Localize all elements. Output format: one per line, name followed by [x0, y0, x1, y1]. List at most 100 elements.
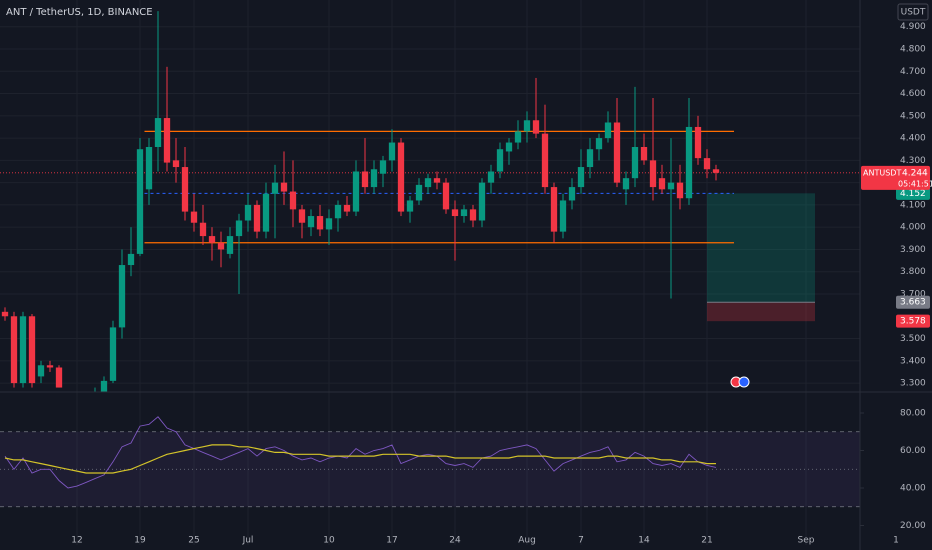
- candle-body: [523, 120, 531, 132]
- candle-body: [667, 182, 675, 190]
- x-tick-label: 25: [188, 536, 199, 546]
- x-tick-label: 12: [71, 536, 82, 546]
- x-tick-label: Jul: [242, 536, 254, 546]
- candle-body: [577, 167, 585, 188]
- candle-body: [451, 209, 459, 217]
- candle-body: [127, 253, 135, 266]
- candle-body: [532, 120, 540, 134]
- price-tag-label: 4.152: [900, 189, 926, 199]
- y-tick-label: 3.800: [900, 267, 926, 277]
- candle-body: [316, 216, 324, 230]
- candle-body: [361, 171, 369, 188]
- symbol-label: ANTUSDT: [863, 168, 901, 177]
- candle-body: [55, 367, 63, 388]
- rsi-pane: [0, 416, 860, 508]
- candle-body: [307, 216, 315, 228]
- candle-body: [154, 118, 162, 147]
- candle-body: [172, 160, 180, 168]
- y-tick-label: 20.00: [900, 521, 926, 531]
- candle-body: [595, 138, 603, 150]
- y-tick-label: 3.700: [900, 290, 926, 300]
- candle-body: [28, 316, 36, 384]
- candle-body: [298, 209, 306, 223]
- candle-body: [487, 171, 495, 183]
- candle-body: [37, 365, 45, 377]
- candle-body: [460, 209, 468, 217]
- candle-body: [514, 131, 522, 143]
- y-tick-label: 3.500: [900, 334, 926, 344]
- candle-body: [181, 167, 189, 212]
- y-tick-label: 4.900: [900, 22, 926, 32]
- price-tag: [896, 295, 930, 309]
- candle-body: [109, 327, 117, 381]
- x-tick-label: 19: [134, 536, 146, 546]
- candle-body: [253, 204, 261, 232]
- candle-body: [469, 209, 477, 221]
- candle-body: [100, 380, 108, 392]
- chart-title: ANT / TetherUS, 1D, BINANCE: [6, 7, 153, 18]
- candle-body: [145, 147, 153, 190]
- candle-body: [397, 142, 405, 212]
- grid: [0, 0, 860, 545]
- candle-body: [226, 236, 234, 254]
- candle-body: [406, 200, 414, 212]
- stop-zone: [707, 302, 816, 322]
- y-tick-label: 3.900: [900, 245, 926, 255]
- x-tick-label: 1: [893, 536, 899, 546]
- y-tick-label: 3.300: [900, 379, 926, 389]
- candle-body: [19, 316, 27, 384]
- x-tick-label: 10: [323, 536, 335, 546]
- candle-body: [442, 182, 450, 210]
- last-price-label: 4.244: [902, 168, 928, 178]
- candle-body: [379, 160, 387, 174]
- candle-body: [136, 149, 144, 254]
- x-tick-label: Aug: [518, 536, 536, 546]
- candle-body: [424, 178, 432, 188]
- x-tick-label: 24: [449, 536, 461, 546]
- candle-body: [622, 178, 630, 190]
- candle-body: [505, 142, 513, 152]
- event-icons[interactable]: [730, 376, 750, 388]
- candle-body: [703, 158, 711, 170]
- currency-box[interactable]: [897, 3, 929, 21]
- candle-body: [685, 126, 693, 199]
- y-tick-label: 80.00: [900, 409, 926, 419]
- rsi-line: [4, 416, 717, 489]
- y-tick-label: 4.800: [900, 45, 926, 55]
- candle-body: [631, 147, 639, 179]
- candle-body: [550, 187, 558, 232]
- candle-body: [352, 171, 360, 212]
- candle-body: [433, 178, 441, 183]
- y-tick-label: 60.00: [900, 446, 926, 456]
- candle-body: [613, 122, 621, 183]
- candle-body: [370, 169, 378, 188]
- candle-body: [10, 316, 18, 384]
- candle-body: [163, 118, 171, 163]
- candle-body: [280, 182, 288, 192]
- candle-body: [568, 187, 576, 201]
- candle-body: [658, 178, 666, 190]
- candle-body: [694, 126, 702, 159]
- x-tick-label: 7: [578, 536, 584, 546]
- candle-body: [388, 142, 396, 161]
- candle-body: [586, 149, 594, 168]
- price-pane: [0, 11, 860, 392]
- candle-body: [478, 182, 486, 221]
- candle-body: [46, 365, 54, 368]
- rsi-line: [4, 444, 716, 474]
- candle-body: [415, 184, 423, 201]
- price-tag: [896, 314, 930, 328]
- candle-body: [676, 182, 684, 199]
- candle-body: [541, 133, 549, 188]
- candle-body: [343, 204, 351, 212]
- y-tick-label: 4.000: [900, 223, 926, 233]
- candle-body: [325, 218, 333, 230]
- candle-body: [190, 211, 198, 223]
- candle-body: [496, 149, 504, 172]
- candle-body: [217, 242, 225, 250]
- y-tick-label: 4.600: [900, 89, 926, 99]
- currency[interactable]: USDT: [901, 8, 926, 18]
- candle-body: [118, 265, 126, 328]
- x-tick-label: Sep: [798, 536, 815, 546]
- y-tick-label: 3.400: [900, 356, 926, 366]
